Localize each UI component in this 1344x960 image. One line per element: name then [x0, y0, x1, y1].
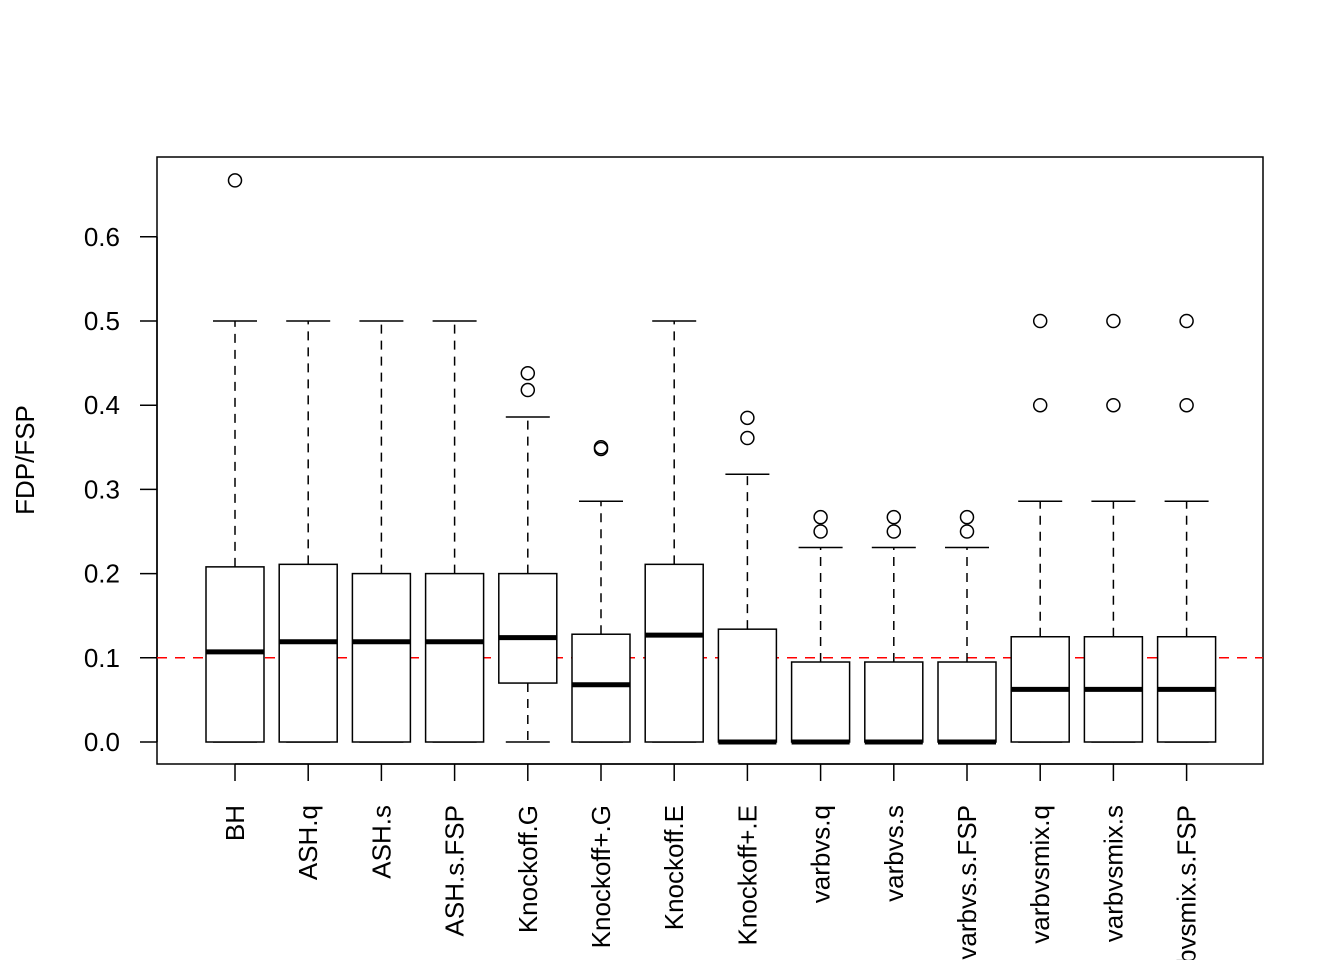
box-iqr [498, 572, 558, 684]
box-iqr [864, 661, 924, 743]
x-tick-label: Knockoff.E [659, 805, 689, 930]
y-tick-label: 0.3 [84, 474, 120, 504]
outlier-point [740, 410, 755, 426]
outlier-point [813, 509, 828, 525]
box-iqr [717, 628, 778, 743]
y-tick-label: 0.1 [84, 643, 120, 673]
box-varbvsmix.s [1083, 313, 1144, 743]
outlier-point [1032, 313, 1048, 329]
box-ASH.s.FSP [424, 320, 485, 743]
outlier-point [1032, 397, 1048, 413]
box-varbvsmix.s.FSP [1156, 313, 1217, 743]
y-tick-label: 0.4 [84, 390, 120, 420]
x-axis: BH ASH.q ASH.s ASH.s.FSP Knockoff.G Knockoff+… [220, 763, 1202, 960]
x-tick-label: varbvsmix.s.FSP [1172, 805, 1202, 960]
x-tick-label: ASH.s [366, 805, 396, 879]
box-iqr [351, 572, 412, 743]
box-Knockoff+.E [717, 410, 778, 745]
box-iqr [790, 661, 851, 743]
x-tick-label: varbvs.s.FSP [952, 805, 982, 960]
box-varbvs.q [790, 509, 851, 745]
box-varbvs.s.FSP [937, 509, 997, 745]
outlier-point [520, 382, 536, 398]
box-Knockoff+.G [571, 440, 631, 743]
box-iqr [571, 633, 631, 743]
box-iqr [644, 563, 704, 743]
outlier-point [593, 440, 609, 455]
outlier-point [1179, 313, 1194, 329]
x-tick-label: Knockoff.G [513, 805, 543, 933]
x-tick-label: Knockoff+.E [732, 805, 762, 945]
x-tick-label: ASH.q [293, 805, 323, 880]
box-iqr [278, 563, 338, 743]
y-tick-label: 0.6 [84, 222, 120, 252]
y-tick-label: 0.5 [84, 306, 120, 336]
outlier-point [1106, 397, 1121, 413]
outlier-point [959, 524, 975, 539]
x-tick-label: varbvsmix.s [1098, 805, 1128, 942]
y-axis-label: FDP/FSP [10, 405, 40, 515]
x-tick-label: varbvs.s [879, 805, 909, 902]
outlier-point [886, 509, 902, 525]
box-Knockoff.E [644, 320, 704, 743]
outlier-point [740, 430, 755, 446]
outlier-point [813, 524, 828, 539]
x-tick-label: ASH.s.FSP [440, 805, 470, 936]
box-iqr [424, 572, 485, 743]
y-tick-label: 0.2 [84, 559, 120, 589]
boxes [205, 173, 1217, 745]
x-tick-label: varbvs.q [806, 805, 836, 903]
box-iqr [937, 661, 997, 743]
outlier-point [1106, 313, 1121, 329]
x-tick-label: Knockoff+.G [586, 805, 616, 948]
box-ASH.q [278, 320, 338, 743]
box-Knockoff.G [498, 365, 558, 743]
box-varbvs.s [864, 509, 924, 745]
y-tick-label: 0.0 [84, 727, 120, 757]
x-tick-label: varbvsmix.q [1025, 805, 1055, 944]
outlier-point [1179, 397, 1194, 413]
box-iqr [205, 566, 265, 743]
box-BH [205, 173, 265, 743]
x-tick-label: BH [220, 805, 250, 841]
y-axis: 0.0 0.1 0.2 0.3 0.4 0.5 0.6 [84, 222, 158, 757]
box-varbvsmix.q [1010, 313, 1070, 743]
outlier-point [227, 173, 243, 188]
outlier-point [520, 365, 536, 381]
outlier-point [959, 509, 975, 525]
outlier-point [886, 524, 902, 539]
box-ASH.s [351, 320, 412, 743]
